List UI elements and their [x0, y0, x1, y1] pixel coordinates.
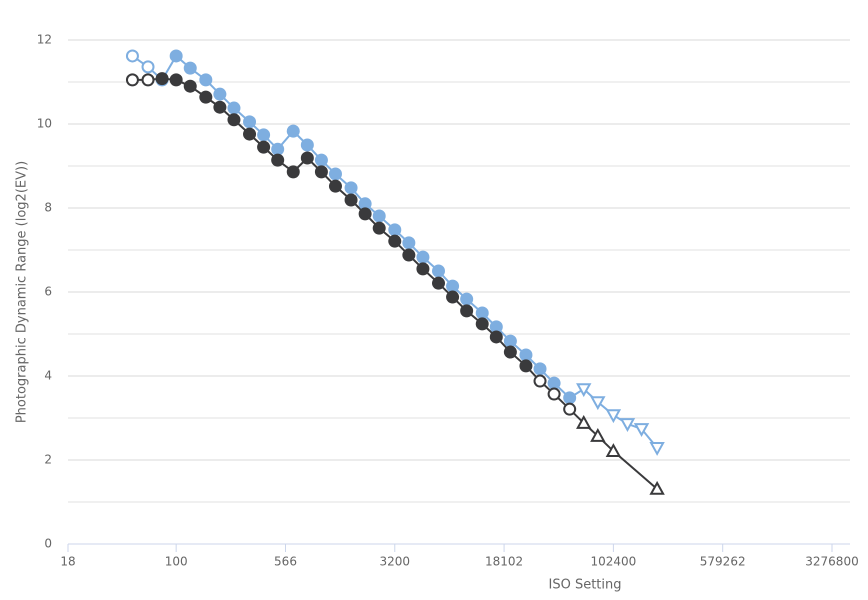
marker	[489, 320, 503, 334]
marker	[563, 402, 577, 416]
marker	[199, 73, 213, 87]
marker	[183, 61, 197, 75]
marker	[590, 428, 606, 442]
marker	[227, 113, 241, 127]
marker	[227, 101, 241, 115]
marker	[358, 197, 372, 211]
marker	[125, 73, 139, 87]
x-tick-label: 18102	[485, 555, 523, 569]
marker	[576, 414, 592, 429]
marker	[431, 264, 445, 278]
marker	[344, 181, 358, 195]
marker	[388, 223, 402, 237]
y-tick-label: 12	[37, 33, 52, 47]
y-tick-label: 8	[44, 201, 52, 215]
x-tick-label: 3200	[380, 555, 411, 569]
y-tick-label: 0	[44, 537, 52, 551]
marker	[243, 115, 257, 129]
marker	[649, 480, 665, 495]
marker	[590, 396, 606, 411]
marker	[576, 383, 592, 398]
marker	[402, 236, 416, 250]
marker	[271, 153, 285, 167]
marker	[286, 165, 300, 179]
series-line	[131, 54, 658, 449]
marker	[344, 193, 358, 207]
y-tick-label: 4	[44, 369, 52, 383]
marker	[141, 73, 155, 87]
marker	[372, 221, 386, 235]
marker	[183, 79, 197, 93]
x-axis-label: ISO Setting	[549, 578, 622, 593]
y-tick-label: 10	[37, 117, 52, 131]
marker	[141, 60, 155, 74]
marker	[271, 142, 285, 156]
marker	[489, 330, 503, 344]
marker	[633, 423, 650, 437]
marker	[475, 306, 489, 320]
marker	[460, 292, 474, 306]
y-tick-label: 2	[44, 453, 52, 467]
marker	[605, 443, 622, 457]
marker	[649, 442, 665, 456]
marker	[213, 100, 227, 114]
marker	[243, 127, 257, 141]
marker	[199, 90, 213, 104]
marker	[446, 290, 460, 304]
y-axis-label: Photographic Dynamic Range (log2(EV))	[15, 161, 30, 423]
y-tick-label: 6	[44, 285, 52, 299]
marker	[402, 248, 416, 262]
marker	[300, 138, 314, 152]
marker	[213, 87, 227, 101]
marker	[446, 279, 460, 293]
marker	[155, 72, 169, 86]
marker	[475, 317, 489, 331]
marker	[358, 207, 372, 221]
marker	[563, 391, 577, 405]
marker	[257, 128, 271, 142]
marker	[286, 124, 300, 138]
marker	[503, 345, 517, 359]
marker	[314, 165, 328, 179]
x-tick-label: 18	[60, 555, 75, 569]
marker	[328, 167, 342, 181]
marker	[503, 334, 517, 348]
marker	[431, 276, 445, 290]
x-tick-label: 100	[165, 555, 188, 569]
x-tick-label: 579262	[700, 555, 746, 569]
marker	[257, 140, 271, 154]
marker	[533, 362, 547, 376]
marker	[416, 250, 430, 264]
marker	[169, 73, 183, 87]
marker	[388, 234, 402, 248]
marker	[300, 151, 314, 165]
marker	[533, 374, 547, 388]
marker	[605, 409, 622, 424]
marker	[547, 376, 561, 390]
marker	[460, 304, 474, 318]
marker	[125, 49, 139, 63]
marker	[314, 153, 328, 167]
x-tick-label: 566	[274, 555, 297, 569]
x-tick-label: 3276800	[805, 555, 858, 569]
marker	[416, 262, 430, 276]
marker	[519, 359, 533, 373]
marker	[372, 209, 386, 223]
marker	[547, 387, 561, 401]
marker	[619, 418, 636, 432]
marker	[519, 348, 533, 362]
x-tick-label: 102400	[590, 555, 636, 569]
marker	[328, 179, 342, 193]
marker	[169, 49, 183, 63]
